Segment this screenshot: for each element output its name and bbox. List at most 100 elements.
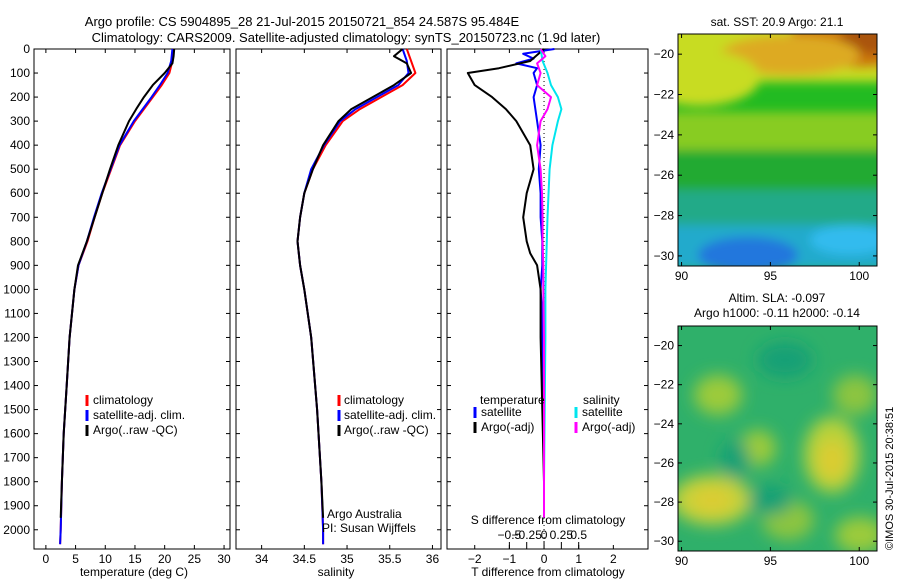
legend-s-satellite-label: satellite — [582, 405, 623, 419]
depth-tick-label: 400 — [10, 138, 30, 152]
title-line-1: Argo profile: CS 5904895_28 21-Jul-2015 … — [85, 14, 520, 29]
lat-tick-label: −22 — [654, 378, 675, 392]
lon-tick-label: 90 — [675, 269, 689, 283]
sst-heatmap — [678, 34, 877, 266]
x-tick-label: 5 — [72, 552, 79, 566]
x-tick-label: 34 — [255, 552, 269, 566]
sla-heatmap — [678, 326, 877, 551]
sst-lon-axis: 90 95 100 — [675, 34, 870, 283]
x-tick-label: 36 — [426, 552, 440, 566]
annotation-argo-australia: Argo Australia — [327, 507, 402, 521]
s-difference-axis: −0.5−0.250 0.250.5 — [498, 528, 587, 549]
legend-t-argo-label: Argo(-adj) — [481, 420, 534, 434]
depth-tick-label: 1200 — [3, 330, 30, 344]
sst-orange-n — [720, 35, 860, 75]
temperature-xlabel: temperature (deg C) — [80, 565, 188, 579]
x-tick-label: 1 — [575, 552, 582, 566]
lon-tick-label: 100 — [849, 554, 869, 568]
legend-salinity-header: salinity — [583, 393, 620, 407]
difference-depth-ticks — [447, 48, 648, 531]
depth-tick-label: 1700 — [3, 451, 30, 465]
sla-dark-1 — [757, 342, 813, 378]
sla-blob-1 — [694, 375, 742, 415]
sla-map-panel: Altim. SLA: -0.097 Argo h1000: -0.11 h20… — [654, 291, 878, 568]
s-tick-label: −0.25 — [512, 528, 543, 542]
legend-argo-label: Argo(..raw -QC) — [93, 423, 178, 437]
lat-tick-label: −20 — [654, 47, 675, 61]
legend-argo-label: Argo(..raw -QC) — [344, 423, 429, 437]
lat-tick-label: −20 — [654, 339, 675, 353]
sla-map-frame — [677, 325, 878, 552]
salinity-depth-ticks — [236, 48, 441, 531]
depth-tick-label: 700 — [10, 210, 30, 224]
depth-tick-label: 600 — [10, 186, 30, 200]
sla-map-title-2: Argo h1000: -0.11 h2000: -0.14 — [694, 306, 860, 320]
s-tick-label: 0.5 — [570, 528, 587, 542]
sst-cool-se — [810, 225, 877, 255]
series-line — [536, 48, 552, 518]
depth-tick-label: 1600 — [3, 427, 30, 441]
depth-tick-label: 800 — [10, 234, 30, 248]
depth-tick-label: 1300 — [3, 355, 30, 369]
lon-tick-label: 95 — [764, 554, 778, 568]
salinity-panel: 34 34.5 35 35.5 36 climatology satellite-adj… — [235, 48, 442, 579]
x-tick-label: 0 — [541, 552, 548, 566]
depth-tick-label: 1000 — [3, 282, 30, 296]
salinity-axis: 34 34.5 35 35.5 36 — [255, 49, 440, 566]
salinity-xlabel: salinity — [318, 565, 355, 579]
sla-map-title-1: Altim. SLA: -0.097 — [729, 291, 826, 305]
x-tick-label: 10 — [99, 552, 113, 566]
legend-s-argo-label: Argo(-adj) — [582, 420, 635, 434]
salinity-plot-frame — [235, 48, 442, 550]
depth-tick-label: 1400 — [3, 379, 30, 393]
sla-blob-5 — [833, 375, 877, 415]
legend-temperature-header: temperature — [480, 393, 545, 407]
title-line-2: Climatology: CARS2009. Satellite-adjuste… — [92, 30, 601, 45]
difference-plot-frame — [446, 48, 649, 550]
lat-tick-label: −26 — [654, 168, 675, 182]
temperature-axis: 0 5 10 15 20 25 30 — [43, 49, 231, 566]
depth-tick-label: 500 — [10, 162, 30, 176]
lat-tick-label: −30 — [654, 249, 675, 263]
salinity-lines — [296, 48, 417, 545]
legend-climatology-label: climatology — [93, 393, 153, 407]
sst-band-green — [678, 150, 877, 190]
sst-band-teal — [678, 190, 877, 230]
sst-map-panel: sat. SST: 20.9 Argo: 21.1 −20−22−24−26−2… — [654, 15, 878, 283]
sla-dark-2 — [748, 485, 792, 515]
x-tick-label: 35 — [340, 552, 354, 566]
depth-tick-label: 1900 — [3, 499, 30, 513]
x-tick-label: −2 — [468, 552, 482, 566]
sst-map-title: sat. SST: 20.9 Argo: 21.1 — [711, 15, 844, 29]
depth-tick-label: 1800 — [3, 475, 30, 489]
difference-panel: −2 −1 0 1 2 −0.5−0.250 0.250.5 temperature sa… — [446, 48, 649, 579]
x-tick-label: 0 — [43, 552, 50, 566]
t-difference-xlabel: T difference from climatology — [471, 565, 625, 579]
temperature-legend: climatology satellite-adj. clim. Argo(..… — [85, 393, 185, 437]
series-line — [515, 48, 555, 518]
sla-blob-4-core — [692, 488, 732, 512]
temperature-plot-frame — [33, 48, 231, 550]
depth-tick-label: 2000 — [3, 523, 30, 537]
difference-lines — [466, 48, 563, 518]
s-tick-label: 0.25 — [550, 528, 574, 542]
sla-lon-axis: 90 95 100 — [675, 326, 870, 568]
sst-map-frame — [677, 33, 878, 267]
depth-axis: 0 100 200 300 400 500 600 700 800 900 1000 1100 1200… — [3, 42, 230, 537]
sst-yellow-nw — [678, 50, 760, 106]
depth-tick-label: 1500 — [3, 403, 30, 417]
sla-lat-axis: −20 −22 −24 −26 −28 −30 — [654, 339, 877, 548]
x-tick-label: 35.5 — [378, 552, 402, 566]
lat-tick-label: −22 — [654, 88, 675, 102]
lat-tick-label: −24 — [654, 128, 675, 142]
temperature-panel: 0100200300400500600700800900100011001200… — [3, 42, 231, 579]
legend-satellite-label: satellite-adj. clim. — [93, 408, 185, 422]
s-difference-xlabel: S difference from climatology — [471, 513, 626, 527]
x-tick-label: 25 — [188, 552, 202, 566]
sst-band-mid — [678, 112, 877, 154]
legend-t-satellite-label: satellite — [481, 405, 522, 419]
x-tick-label: 30 — [217, 552, 231, 566]
annotation-pi: PI: Susan Wijffels — [322, 521, 416, 535]
sst-cool-sw — [698, 237, 798, 266]
x-tick-label: 20 — [158, 552, 172, 566]
